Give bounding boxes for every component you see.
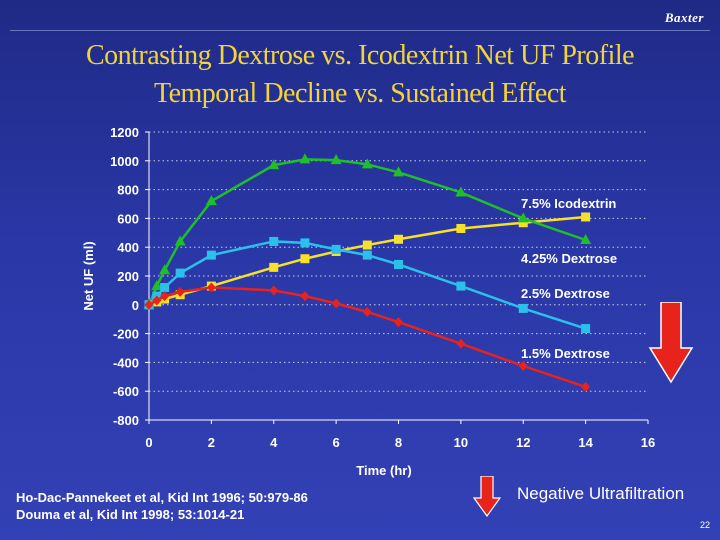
y-tick-label: 600 [117,211,139,226]
y-tick-label: 1000 [110,154,139,169]
data-point [518,218,528,228]
data-point [455,186,467,197]
data-point [581,212,591,222]
y-tick-labels: 1200 1000 800 600 400 200 0 -200 -400 -600 -800 [110,125,139,428]
arrow-down-icon [648,302,694,384]
negative-uf-arrow-large [648,302,694,384]
data-point [206,282,216,293]
x-tick-label: 12 [516,435,530,450]
x-tick-label: 16 [641,435,655,450]
x-tick-label: 14 [578,435,593,450]
data-point [456,281,466,291]
data-point [144,299,154,310]
series-label: 2.5% Dextrose [521,286,610,301]
reference-2: Douma et al, Kid Int 1998; 53:1014-21 [16,507,245,522]
data-point [331,244,341,254]
x-tick-label: 2 [208,435,215,450]
data-point [518,361,528,371]
x-tick-label: 8 [395,435,402,450]
data-point [518,303,528,313]
x-tick-label: 10 [454,435,468,450]
y-tick-label: 400 [117,240,139,255]
series-labels: 7.5% Icodextrin 4.25% Dextrose 2.5% Dextro… [521,196,617,361]
y-tick-label: 0 [132,298,139,313]
data-point [581,381,591,392]
data-point [362,240,372,250]
data-point [361,158,373,169]
series-layer [143,153,592,392]
data-point [456,338,466,349]
data-point [362,307,372,317]
data-point [581,324,591,334]
data-point [205,195,217,206]
x-tick-labels: 0 2 4 6 8 10 12 14 16 [145,435,655,450]
axes [145,131,649,424]
slide-title-line1: Contrasting Dextrose vs. Icodextrin Net … [85,40,635,71]
x-tick-label: 4 [270,435,278,450]
data-point [175,268,185,278]
series-label: 7.5% Icodextrin [521,196,616,211]
y-tick-label: -200 [113,327,139,342]
data-point [268,159,280,170]
data-point [159,264,171,275]
reference-1: Ho-Dac-Pannekeet et al, Kid Int 1996; 50… [16,490,308,505]
y-tick-label: -400 [113,355,139,370]
y-tick-label: 200 [117,269,139,284]
data-point [269,262,279,272]
data-point [394,234,403,244]
data-point [517,212,529,223]
series-label: 1.5% Dextrose [521,346,610,361]
page-number: 22 [699,520,710,530]
data-point [299,153,311,164]
x-axis-title: Time (hr) [356,463,411,478]
series-line [148,286,587,389]
data-point [362,250,372,260]
y-tick-label: 1200 [110,125,139,140]
brand-logo: Baxter [664,10,704,25]
header-rule [10,30,710,31]
data-point [393,166,404,177]
arrow-down-icon [472,476,502,518]
series-label: 4.25% Dextrose [521,251,617,266]
references: Ho-Dac-Pannekeet et al, Kid Int 1996; 50… [16,489,308,523]
data-point [331,298,341,309]
data-point [330,154,342,165]
y-tick-label: -600 [113,384,139,399]
data-point [456,223,466,233]
data-point [580,234,592,244]
y-tick-label: 800 [117,183,139,198]
data-point [151,280,163,291]
data-point [174,235,186,246]
data-point [269,236,279,246]
slide-title-line2: Temporal Decline vs. Sustained Effect [153,78,567,109]
negative-uf-arrow-small [472,476,502,518]
negative-uf-label: Negative Ultrafiltration [517,484,685,503]
data-point [269,285,279,296]
data-point [206,250,216,260]
data-point [160,291,170,302]
y-tick-label: -800 [113,413,139,428]
data-point [152,295,162,306]
data-point [300,291,310,302]
data-point [394,317,403,328]
data-point [394,259,403,269]
data-point [300,238,310,248]
data-point [160,283,170,293]
data-point [175,286,185,297]
data-point [300,254,310,264]
x-tick-label: 0 [145,435,152,450]
x-tick-label: 6 [333,435,340,450]
y-axis-title: Net UF (ml) [81,241,96,310]
